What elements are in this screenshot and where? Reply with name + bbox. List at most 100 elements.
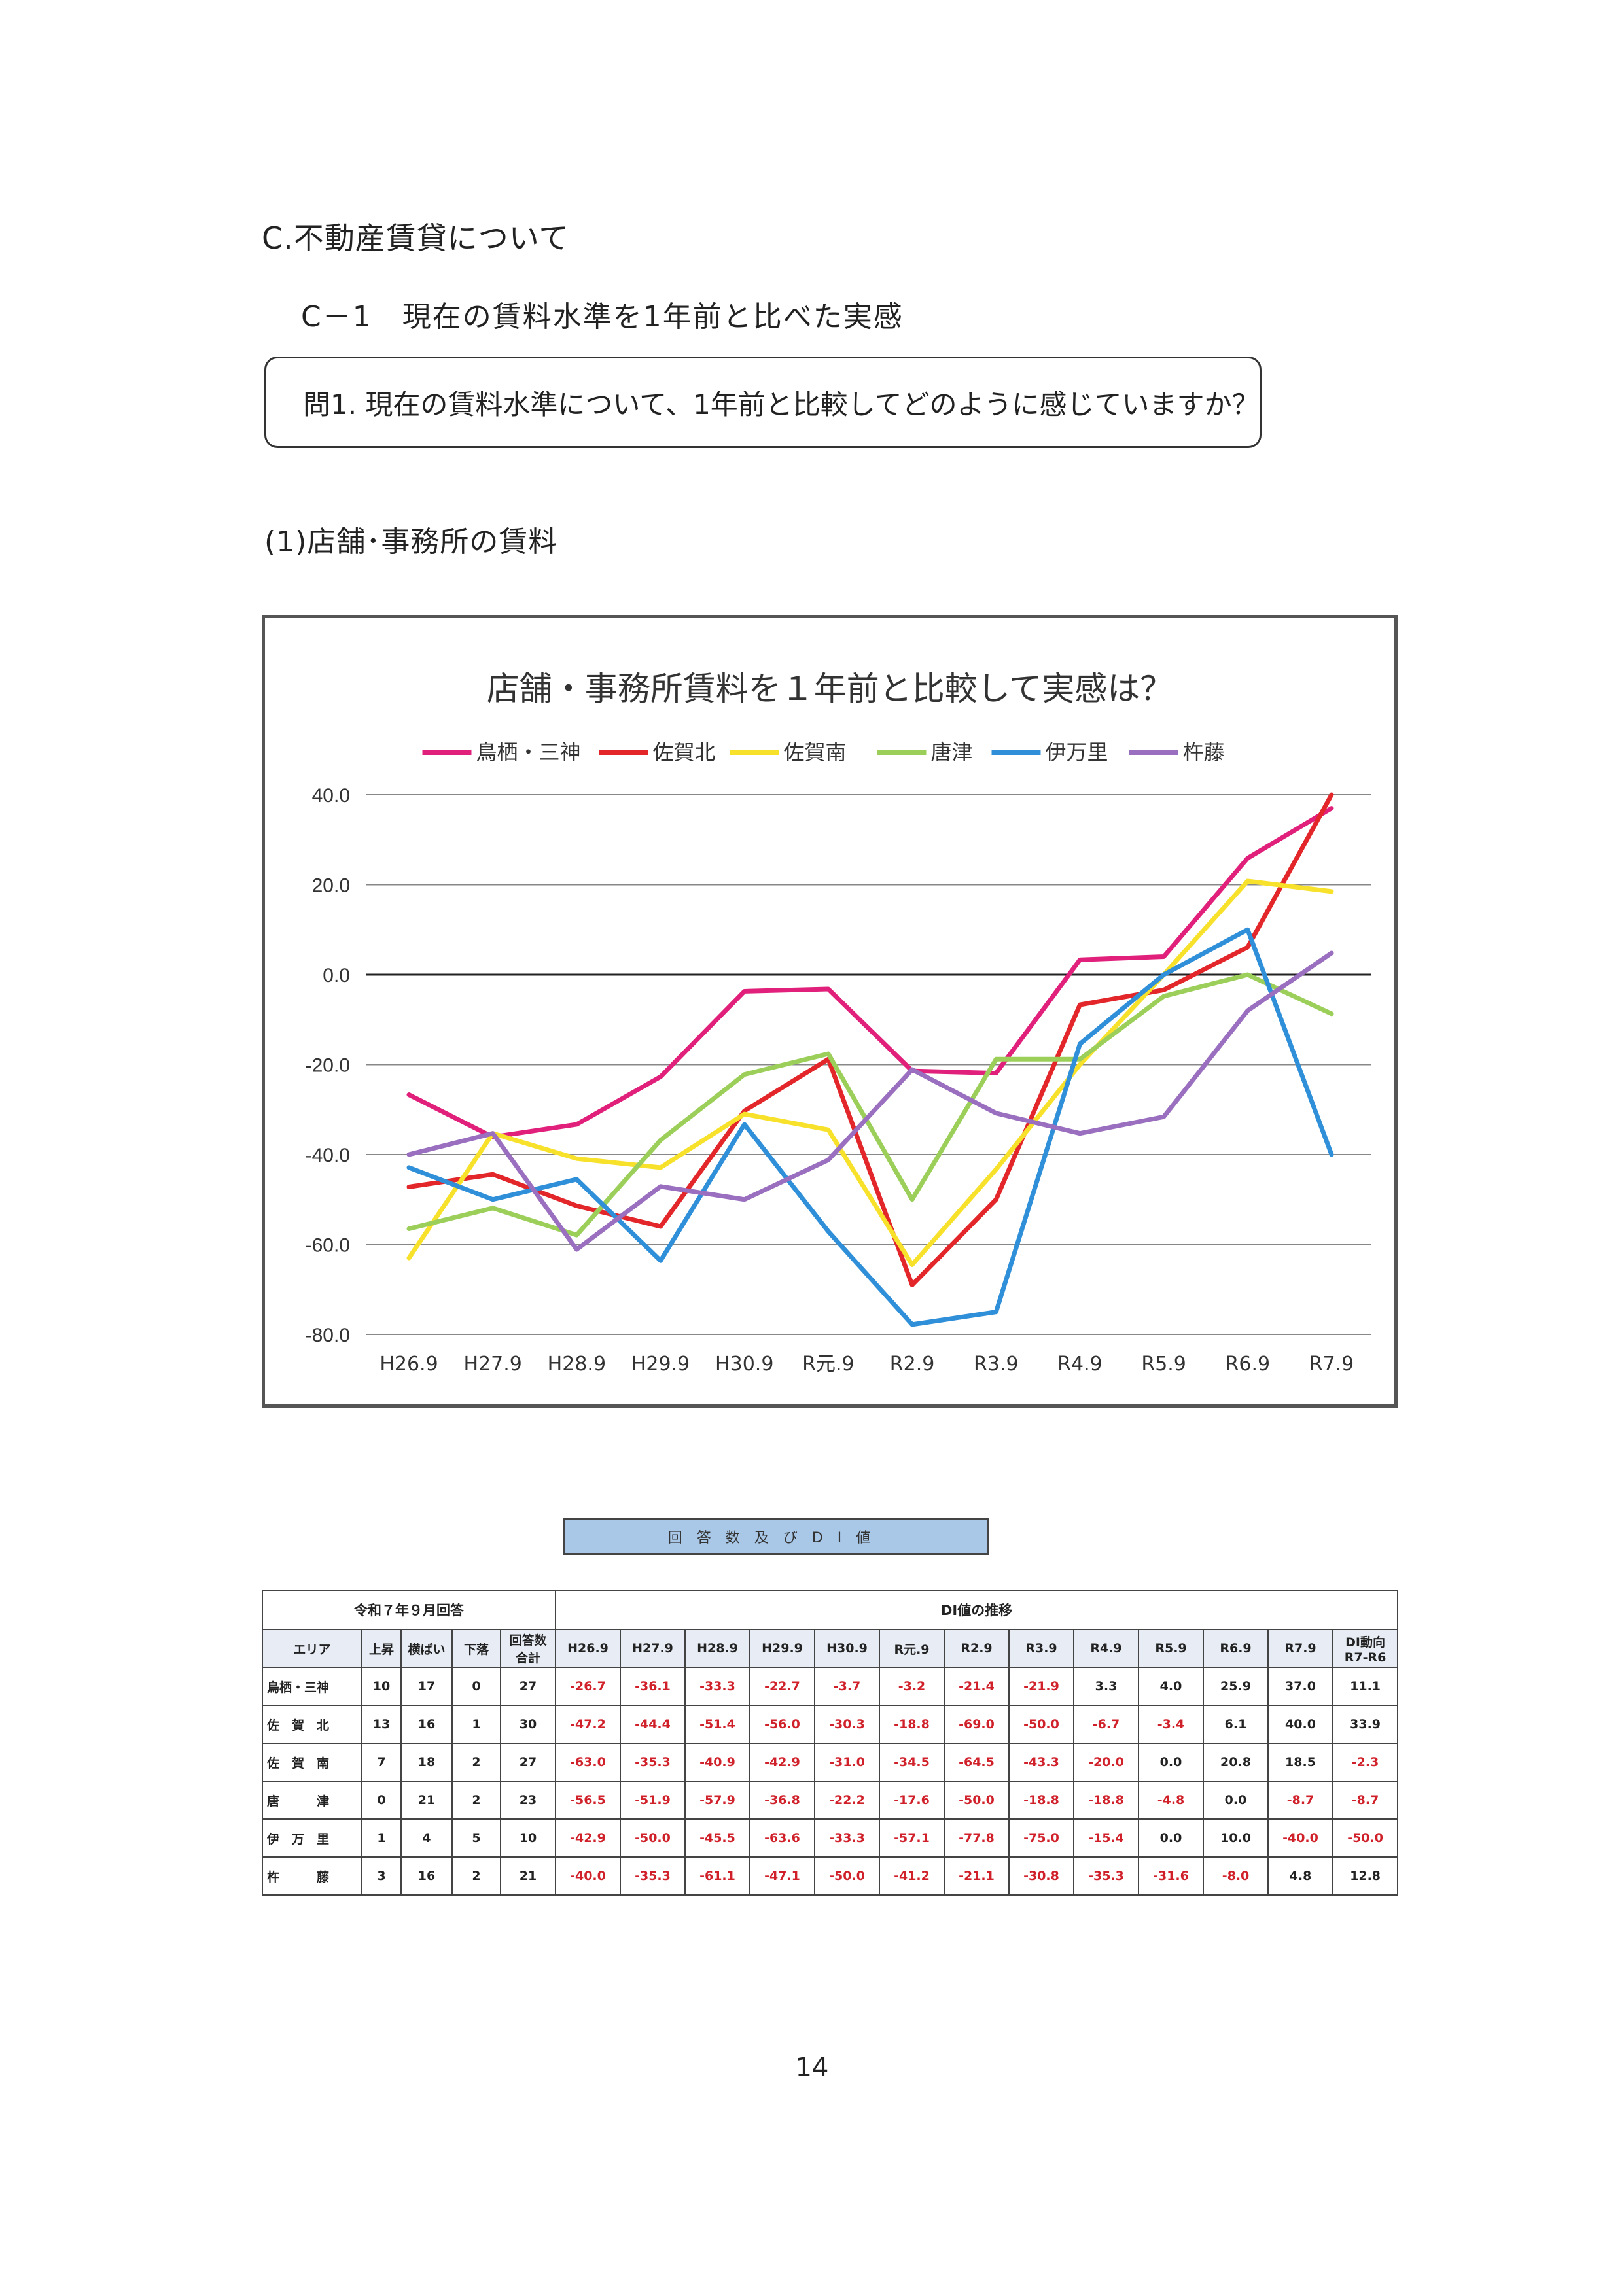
di-value-cell: -40.0	[555, 1856, 621, 1896]
di-trend-cell: -50.0	[1332, 1818, 1399, 1858]
legend-label: 佐賀北	[653, 740, 716, 765]
count-cell: 10	[500, 1818, 556, 1858]
count-cell: 0	[451, 1667, 501, 1706]
di-value-cell: -61.1	[684, 1856, 750, 1896]
di-value-cell: -63.6	[749, 1818, 815, 1858]
y-tick-label: 40.0	[312, 785, 350, 807]
count-cell: 27	[500, 1743, 556, 1782]
di-value-cell: -50.0	[1008, 1705, 1074, 1744]
di-value-cell: -33.3	[684, 1667, 750, 1706]
table-row: 佐 賀 北 13 16 1 30 -47.2 -44.4 -51.4 -56.0 -30.3 -18…	[262, 1705, 1399, 1744]
x-tick-label: H26.9	[380, 1353, 438, 1376]
series-line	[406, 927, 1334, 1327]
left-group-header: 令和７年９月回答	[262, 1590, 556, 1630]
series-line	[406, 806, 1334, 1139]
area-cell: 唐 津	[262, 1781, 362, 1820]
y-tick-label: -40.0	[306, 1145, 350, 1166]
di-value-cell: -75.0	[1008, 1818, 1074, 1858]
right-group-header: DI値の推移	[554, 1590, 1399, 1630]
series-line	[406, 792, 1334, 1287]
count-cell: 2	[451, 1856, 501, 1896]
count-cell: 2	[451, 1781, 501, 1820]
x-tick-label: R7.9	[1309, 1353, 1354, 1376]
area-cell: 杵 藤	[262, 1856, 362, 1896]
count-cell: 3	[361, 1856, 402, 1896]
count-cell: 27	[500, 1667, 556, 1706]
area-cell: 鳥栖・三神	[262, 1667, 362, 1706]
di-value-cell: -57.1	[879, 1818, 945, 1858]
column-header: DI動向 R7-R6	[1332, 1629, 1399, 1668]
series-line	[406, 950, 1334, 1252]
column-header: R2.9	[944, 1629, 1010, 1668]
count-cell: 21	[500, 1856, 556, 1896]
di-value-cell: -3.4	[1138, 1705, 1204, 1744]
count-cell: 16	[400, 1705, 453, 1744]
di-value-cell: -31.6	[1138, 1856, 1204, 1896]
x-tick-label: H29.9	[631, 1353, 690, 1376]
chart-title: 店舗・事務所賃料を１年前と比較して実感は？	[486, 670, 1173, 708]
di-value-cell: -41.2	[879, 1856, 945, 1896]
di-value-cell: 4.8	[1267, 1856, 1333, 1896]
di-value-cell: -15.4	[1073, 1818, 1139, 1858]
di-value-cell: 0.0	[1203, 1781, 1269, 1820]
x-tick-label: R3.9	[974, 1353, 1019, 1376]
di-value-cell: 20.8	[1203, 1743, 1269, 1782]
table-row: 杵 藤 3 16 2 21 -40.0 -35.3 -61.1 -47.1 -50.0 -41.2-…	[262, 1856, 1399, 1896]
question-box: 問1. 現在の賃料水準について、1年前と比較してどのように感じていますか？	[264, 357, 1262, 448]
di-value-cell: -40.9	[684, 1743, 750, 1782]
count-cell: 23	[500, 1781, 556, 1820]
column-header: R4.9	[1073, 1629, 1139, 1668]
area-cell: 伊 万 里	[262, 1818, 362, 1858]
di-value-cell: -44.4	[620, 1705, 686, 1744]
di-value-cell: -18.8	[879, 1705, 945, 1744]
count-cell: 13	[361, 1705, 402, 1744]
di-value-cell: -45.5	[684, 1818, 750, 1858]
di-trend-cell: 12.8	[1332, 1856, 1399, 1896]
di-value-cell: -35.3	[1073, 1856, 1139, 1896]
di-value-cell: 6.1	[1203, 1705, 1269, 1744]
di-value-cell: -77.8	[944, 1818, 1010, 1858]
di-trend-cell: -2.3	[1332, 1743, 1399, 1782]
di-value-cell: -43.3	[1008, 1743, 1074, 1782]
y-tick-label: 0.0	[323, 965, 350, 986]
x-tick-label: H30.9	[715, 1353, 773, 1376]
count-cell: 17	[400, 1667, 453, 1706]
di-value-cell: -51.4	[684, 1705, 750, 1744]
di-value-cell: -42.9	[555, 1818, 621, 1858]
di-value-cell: -21.1	[944, 1856, 1010, 1896]
column-header: 横ばい	[400, 1629, 453, 1668]
di-value-cell: -8.0	[1203, 1856, 1269, 1896]
column-header: H30.9	[814, 1629, 880, 1668]
legend-label: 伊万里	[1046, 740, 1108, 765]
column-header: R3.9	[1008, 1629, 1074, 1668]
count-cell: 2	[451, 1743, 501, 1782]
y-tick-label: -60.0	[306, 1235, 350, 1257]
di-value-cell: -34.5	[879, 1743, 945, 1782]
di-value-cell: -4.8	[1138, 1781, 1204, 1820]
count-cell: 1	[361, 1818, 402, 1858]
x-tick-label: H28.9	[548, 1353, 606, 1376]
count-cell: 21	[400, 1781, 453, 1820]
di-value-cell: -64.5	[944, 1743, 1010, 1782]
di-value-cell: -21.4	[944, 1667, 1010, 1706]
table-row: 鳥栖・三神 10 17 0 27 -26.7 -36.1 -33.3 -22.7 -3.7 -3.2…	[262, 1667, 1399, 1706]
legend-label: 佐賀南	[784, 740, 847, 765]
di-value-cell: -42.9	[749, 1743, 815, 1782]
legend-label: 杵藤	[1183, 740, 1225, 765]
di-value-cell: -36.1	[620, 1667, 686, 1706]
series-line	[406, 878, 1334, 1267]
di-trend-cell: 33.9	[1332, 1705, 1399, 1744]
di-value-cell: 10.0	[1203, 1818, 1269, 1858]
column-header: H27.9	[620, 1629, 686, 1668]
di-value-cell: -31.0	[814, 1743, 880, 1782]
di-value-cell: 0.0	[1138, 1818, 1204, 1858]
di-value-cell: -40.0	[1267, 1818, 1333, 1858]
di-value-cell: -20.0	[1073, 1743, 1139, 1782]
di-value-cell: -56.5	[555, 1781, 621, 1820]
di-value-cell: -47.2	[555, 1705, 621, 1744]
x-tick-label: R元.9	[802, 1353, 854, 1376]
count-cell: 1	[451, 1705, 501, 1744]
y-tick-label: 20.0	[312, 875, 350, 897]
di-value-cell: -21.9	[1008, 1667, 1074, 1706]
di-value-cell: -3.7	[814, 1667, 880, 1706]
